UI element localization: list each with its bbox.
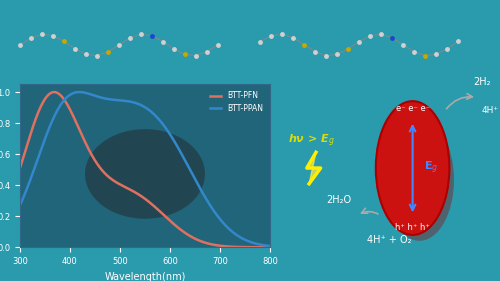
Text: 2H₂O: 2H₂O [326, 196, 351, 205]
BTT-PFN [136, 193, 142, 196]
BTT-PFN [17, 166, 23, 170]
Legend: BTT-PFN, BTT-PPAN: BTT-PFN, BTT-PPAN [206, 88, 266, 116]
Ellipse shape [385, 119, 454, 241]
BTT-PPAN [136, 103, 142, 106]
BTT-PPAN [222, 224, 228, 227]
BTT-PFN [262, 246, 268, 249]
BTT-PFN [138, 194, 143, 198]
Text: E$_g$: E$_g$ [424, 160, 438, 176]
BTT-PPAN [153, 114, 159, 118]
BTT-PFN [267, 246, 273, 249]
X-axis label: Wavelength(nm): Wavelength(nm) [104, 271, 186, 281]
BTT-PFN [51, 90, 57, 94]
BTT-PPAN [17, 203, 23, 207]
BTT-PFN [153, 206, 159, 209]
BTT-PPAN [267, 244, 273, 248]
Line: BTT-PPAN: BTT-PPAN [20, 92, 270, 246]
Polygon shape [307, 152, 320, 184]
Text: h⁺ h⁺ h⁺: h⁺ h⁺ h⁺ [395, 223, 430, 232]
Ellipse shape [85, 129, 205, 219]
BTT-PPAN [76, 90, 82, 94]
BTT-PPAN [262, 244, 268, 247]
Ellipse shape [376, 101, 450, 235]
Text: 2H₂: 2H₂ [473, 78, 490, 87]
Line: BTT-PFN: BTT-PFN [20, 92, 270, 247]
Text: e⁻ e⁻ e⁻: e⁻ e⁻ e⁻ [396, 104, 430, 113]
BTT-PFN [166, 218, 172, 222]
Text: 4H⁺ + O₂: 4H⁺ + O₂ [368, 235, 412, 245]
BTT-PPAN [138, 103, 143, 106]
BTT-PFN [222, 244, 228, 248]
BTT-PPAN [166, 132, 172, 135]
Text: 4H⁺: 4H⁺ [482, 106, 498, 115]
Text: hν > E$_g$: hν > E$_g$ [288, 132, 335, 149]
